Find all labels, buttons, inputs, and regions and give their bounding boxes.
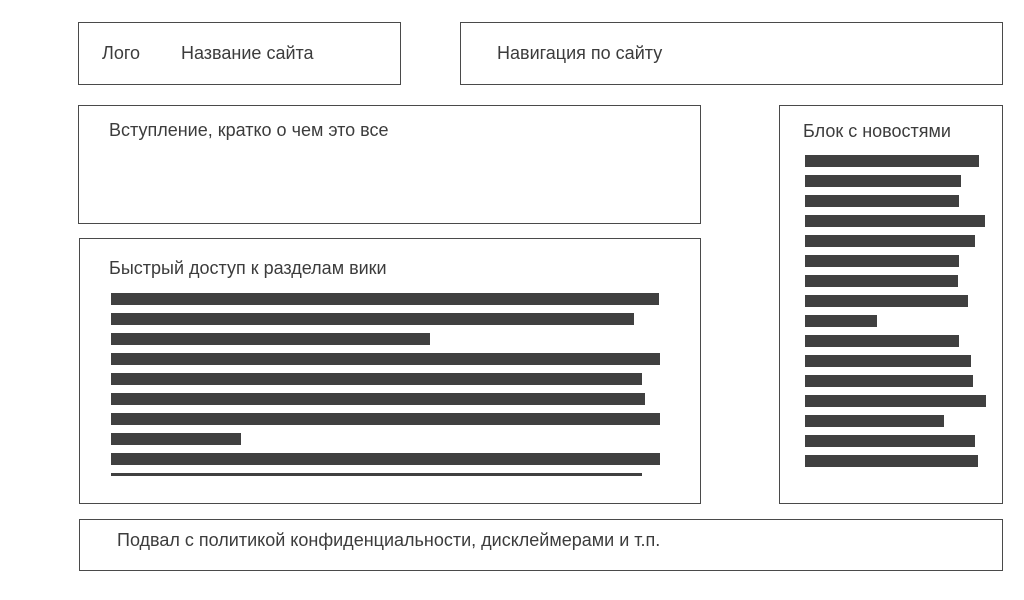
quick-access-placeholder-line[interactable]	[111, 453, 660, 465]
site-name[interactable]: Название сайта	[181, 43, 314, 63]
news-placeholder-line[interactable]	[805, 255, 959, 267]
news-placeholder-line[interactable]	[805, 415, 944, 427]
news-placeholder-line[interactable]	[805, 455, 978, 467]
logo-placeholder[interactable]: Лого	[102, 43, 141, 63]
quick-access-placeholder-line[interactable]	[111, 313, 634, 325]
quick-access-placeholder-line[interactable]	[111, 353, 660, 365]
quick-access-placeholder-line[interactable]	[111, 433, 241, 445]
quick-access-placeholder-line[interactable]	[111, 293, 659, 305]
quick-access-title: Быстрый доступ к разделам вики	[109, 258, 387, 278]
quick-access-placeholder-line[interactable]	[111, 373, 642, 385]
news-placeholder-line[interactable]	[805, 395, 986, 407]
news-placeholder-line[interactable]	[805, 315, 877, 327]
quick-access-placeholder-line[interactable]	[111, 473, 642, 476]
header-brand-box: Лого Название сайта	[78, 22, 401, 85]
quick-access-placeholder-line[interactable]	[111, 413, 660, 425]
news-placeholder-line[interactable]	[805, 375, 973, 387]
news-placeholder-line[interactable]	[805, 435, 975, 447]
news-placeholder-line[interactable]	[805, 155, 979, 167]
news-placeholder-line[interactable]	[805, 295, 968, 307]
news-lines	[805, 155, 995, 470]
quick-access-placeholder-line[interactable]	[111, 333, 430, 345]
news-placeholder-line[interactable]	[805, 195, 959, 207]
footer-text[interactable]: Подвал с политикой конфиденциальности, д…	[117, 530, 661, 550]
intro-box: Вступление, кратко о чем это все	[78, 105, 701, 224]
news-placeholder-line[interactable]	[805, 275, 958, 287]
quick-access-placeholder-line[interactable]	[111, 393, 645, 405]
site-navigation-label: Навигация по сайту	[497, 43, 663, 63]
news-placeholder-line[interactable]	[805, 335, 959, 347]
site-navigation-box[interactable]: Навигация по сайту	[460, 22, 1003, 85]
intro-title: Вступление, кратко о чем это все	[109, 120, 389, 140]
news-placeholder-line[interactable]	[805, 235, 975, 247]
news-placeholder-line[interactable]	[805, 215, 985, 227]
news-placeholder-line[interactable]	[805, 355, 971, 367]
news-placeholder-line[interactable]	[805, 175, 961, 187]
news-title: Блок с новостями	[803, 121, 951, 141]
footer-box: Подвал с политикой конфиденциальности, д…	[79, 519, 1003, 571]
quick-access-lines	[111, 293, 671, 476]
